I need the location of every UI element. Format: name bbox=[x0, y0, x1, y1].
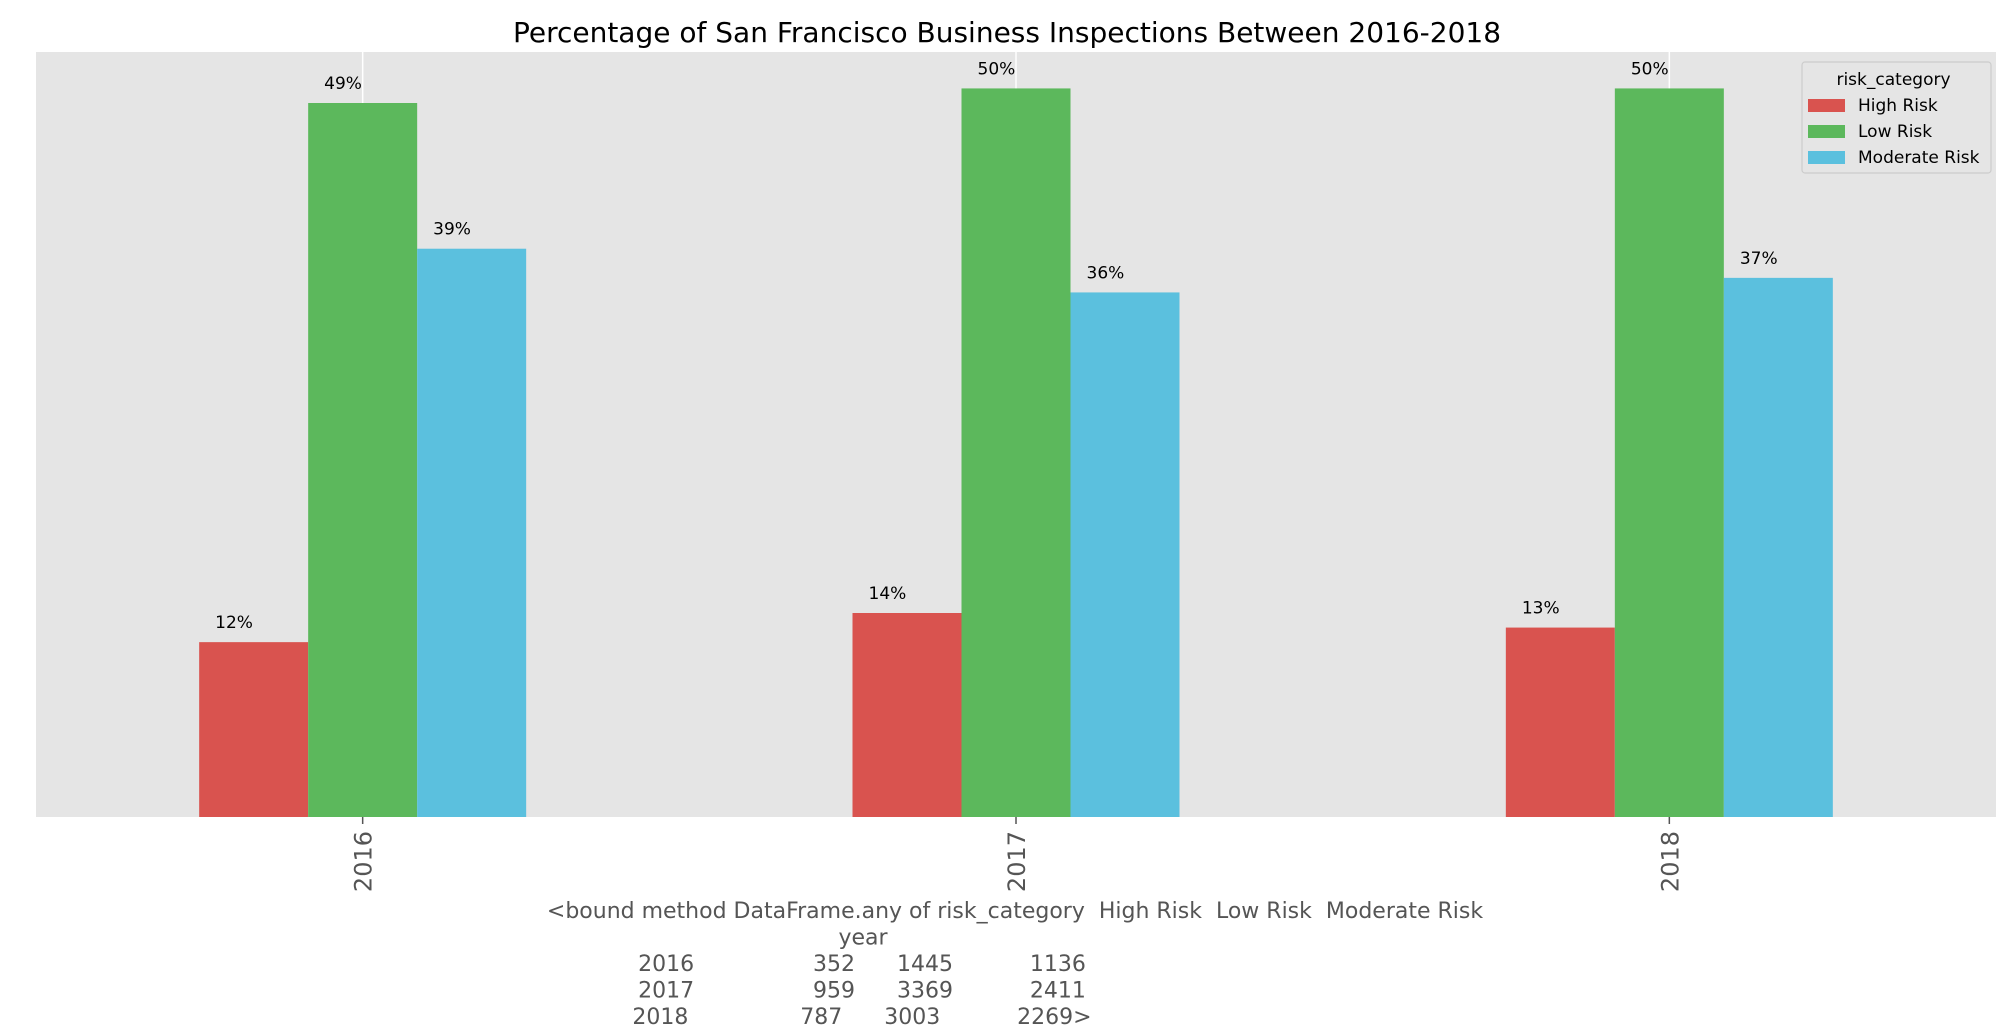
x-axis-label-line: <bound method DataFrame.any of risk_cate… bbox=[547, 899, 1483, 924]
bar-data-label: 12% bbox=[215, 613, 253, 633]
bar-high-risk-2018 bbox=[1505, 627, 1615, 817]
bar-data-label: 13% bbox=[1522, 599, 1560, 619]
bar-data-label: 50% bbox=[1631, 59, 1669, 79]
bar-high-risk-2017 bbox=[852, 613, 962, 817]
x-tick-label: 2018 bbox=[1656, 831, 1684, 892]
bar-data-label: 14% bbox=[869, 584, 907, 604]
bar-data-label: 49% bbox=[324, 74, 362, 94]
legend: risk_category High Risk Low Risk Moderate … bbox=[1801, 61, 1992, 174]
bar-low-risk-2016 bbox=[308, 103, 418, 817]
bar-labels-group: 12% 49% 39% 14% 50% 36% 13% 50% 37% bbox=[215, 59, 1777, 633]
bars-group bbox=[199, 88, 1833, 817]
x-axis-label: <bound method DataFrame.any of risk_cate… bbox=[547, 899, 1483, 1030]
legend-entry-label: Moderate Risk bbox=[1858, 148, 1980, 168]
bar-low-risk-2017 bbox=[961, 88, 1071, 817]
chart-title: Percentage of San Francisco Business Ins… bbox=[513, 16, 1501, 49]
bar-moderate-risk-2016 bbox=[417, 248, 527, 817]
bar-high-risk-2016 bbox=[199, 642, 309, 817]
bar-data-label: 37% bbox=[1740, 249, 1778, 269]
x-tick-label: 2017 bbox=[1003, 831, 1031, 892]
x-axis-label-line: 2017 959 3369 2411 bbox=[638, 979, 1086, 1004]
x-axis-label-text: <bound method DataFrame.any of risk_cate… bbox=[547, 899, 1483, 1030]
legend-entry-label: Low Risk bbox=[1858, 122, 1932, 142]
legend-swatch bbox=[1808, 99, 1845, 112]
bar-data-label: 50% bbox=[978, 59, 1016, 79]
x-tick-label: 2016 bbox=[350, 831, 378, 892]
legend-swatch bbox=[1808, 125, 1845, 138]
bar-low-risk-2018 bbox=[1614, 88, 1724, 817]
bar-moderate-risk-2018 bbox=[1723, 277, 1833, 817]
bar-data-label: 36% bbox=[1087, 263, 1125, 283]
legend-title: risk_category bbox=[1836, 70, 1950, 90]
x-axis-label-line: 2016 352 1445 1136 bbox=[638, 952, 1086, 977]
legend-box bbox=[1801, 61, 1992, 174]
legend-entry-label: High Risk bbox=[1858, 96, 1938, 116]
bar-moderate-risk-2017 bbox=[1070, 292, 1180, 817]
bar-data-label: 39% bbox=[433, 220, 471, 240]
x-axis-label-line: 2018 787 3003 2269> bbox=[632, 1005, 1091, 1030]
x-axis-label-line: year bbox=[838, 926, 888, 951]
x-ticks-group: 2016 2017 2018 bbox=[350, 817, 1684, 892]
legend-swatch bbox=[1808, 151, 1845, 164]
